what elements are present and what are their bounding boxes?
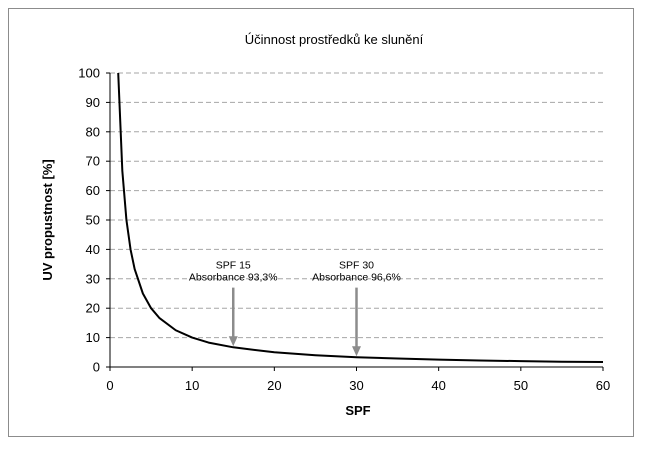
- y-tick-label-10: 10: [86, 330, 100, 345]
- y-tick-label-70: 70: [86, 154, 100, 169]
- x-tick-label-20: 20: [267, 378, 281, 393]
- annotation-line: SPF 15: [216, 260, 251, 272]
- y-tick-label-20: 20: [86, 301, 100, 316]
- x-tick-label-40: 40: [431, 378, 445, 393]
- annotation-arrowhead-1: [352, 346, 361, 357]
- y-axis-label: UV propustnost [%]: [40, 159, 55, 280]
- series-line-0: [117, 72, 604, 363]
- annotation-arrowhead-0: [228, 336, 238, 347]
- annotation-line: Absorbance 96,6%: [312, 272, 401, 284]
- y-tick-label-50: 50: [86, 213, 100, 228]
- chart-frame: [8, 8, 634, 437]
- x-tick-label-30: 30: [349, 378, 363, 393]
- annotation-line: Absorbance 93,3%: [189, 272, 278, 284]
- tick-labels: 0 10 20 30 40 50 60 70 80 90 100 0 10 20 30 40 50 60: [78, 66, 610, 394]
- annotation-label-1: SPF 30 Absorbance 96,6%: [312, 260, 401, 284]
- x-axis-label: SPF: [345, 403, 370, 418]
- x-tick-label-60: 60: [596, 378, 610, 393]
- y-tick-label-30: 30: [86, 271, 100, 286]
- y-tick-label-90: 90: [86, 95, 100, 110]
- x-tick-label-10: 10: [185, 378, 199, 393]
- annotation-line: SPF 30: [339, 260, 374, 272]
- y-tick-label-80: 80: [86, 124, 100, 139]
- annotation-label-0: SPF 15 Absorbance 93,3%: [189, 260, 278, 284]
- y-tick-label-100: 100: [78, 66, 100, 81]
- x-tick-label-0: 0: [106, 378, 113, 393]
- x-tick-label-50: 50: [514, 378, 528, 393]
- chart-title: Účinnost prostředků ke slunění: [245, 32, 424, 47]
- annotations: SPF 15 Absorbance 93,3%SPF 30 Absorbance 9…: [189, 260, 401, 357]
- y-tick-label-40: 40: [86, 242, 100, 257]
- y-tick-label-60: 60: [86, 183, 100, 198]
- series-layer: [117, 72, 604, 363]
- y-tick-label-0: 0: [93, 360, 100, 375]
